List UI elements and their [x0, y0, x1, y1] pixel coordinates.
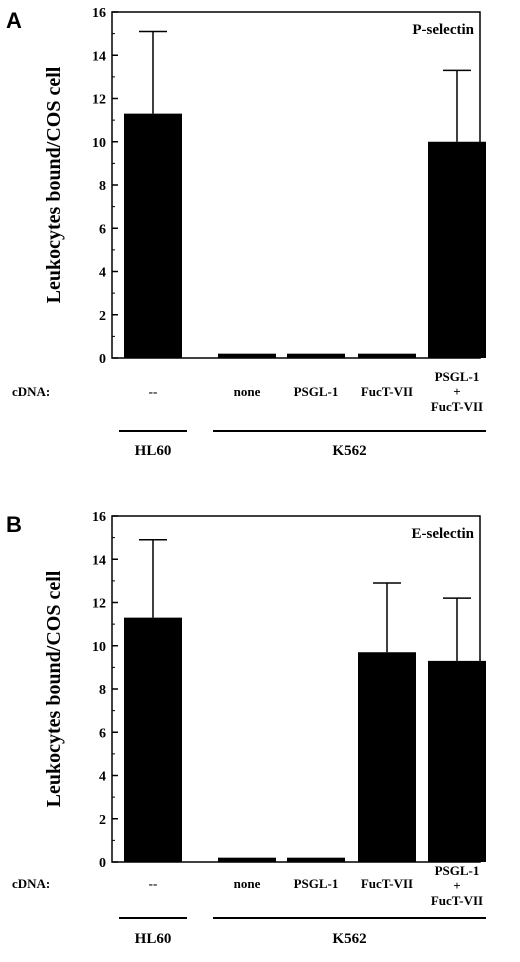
category-label: PSGL-1 [294, 384, 339, 399]
bar [428, 660, 486, 862]
y-tick-label: 14 [92, 49, 106, 64]
y-tick-label: 2 [99, 813, 106, 828]
bar [124, 617, 182, 862]
cdna-row-label: cDNA: [12, 876, 50, 891]
y-tick-label: 8 [99, 683, 106, 698]
bar [218, 353, 276, 358]
category-label: none [234, 384, 261, 399]
category-label: -- [149, 384, 158, 399]
y-tick-label: 4 [99, 266, 106, 281]
bar [358, 353, 416, 358]
y-tick-label: 0 [99, 352, 106, 367]
panel-b: B 0 2 4 6 8 10 12 14 16 Leukocytes bound/COS cell E… [6, 510, 486, 947]
y-tick-label: 16 [92, 6, 106, 21]
y-tick-label: 12 [92, 597, 106, 612]
y-tick-label: 8 [99, 179, 106, 194]
category-label: FucT-VII [361, 876, 413, 891]
panel-letter: B [6, 512, 22, 537]
bar [287, 353, 345, 358]
category-label: + [453, 384, 460, 399]
y-tick-label: 0 [99, 856, 106, 871]
category-label: PSGL-1 [435, 369, 480, 384]
category-label: PSGL-1 [294, 876, 339, 891]
panel-a: A 0 2 4 6 8 10 12 14 16 Leukocytes bound/COS cell P… [6, 6, 486, 459]
y-tick-label: 10 [92, 136, 106, 151]
y-axis-label: Leukocytes bound/COS cell [43, 570, 65, 807]
group-label: K562 [332, 931, 366, 947]
group-label: HL60 [135, 931, 172, 947]
group-label: K562 [332, 443, 366, 459]
group-label: HL60 [135, 443, 172, 459]
chart-title: P-selectin [412, 22, 474, 38]
y-tick-label: 6 [99, 222, 106, 237]
cdna-row-label: cDNA: [12, 384, 50, 399]
y-tick-label: 2 [99, 309, 106, 324]
y-tick-label: 4 [99, 770, 106, 785]
chart-title: E-selectin [412, 526, 475, 542]
panel-letter: A [6, 8, 22, 33]
y-tick-label: 14 [92, 553, 106, 568]
category-label: FucT-VII [431, 399, 483, 414]
y-tick-label: 6 [99, 726, 106, 741]
bar [358, 652, 416, 862]
category-label: PSGL-1 [435, 863, 480, 878]
category-label: -- [149, 876, 158, 891]
bar [428, 141, 486, 358]
y-axis-label: Leukocytes bound/COS cell [43, 66, 65, 303]
bar [287, 857, 345, 862]
bar [218, 857, 276, 862]
y-tick-label: 16 [92, 510, 106, 525]
y-tick-label: 12 [92, 93, 106, 108]
category-label: FucT-VII [431, 893, 483, 908]
category-label: + [453, 878, 460, 893]
bar [124, 113, 182, 358]
y-tick-label: 10 [92, 640, 106, 655]
category-label: none [234, 876, 261, 891]
category-label: FucT-VII [361, 384, 413, 399]
